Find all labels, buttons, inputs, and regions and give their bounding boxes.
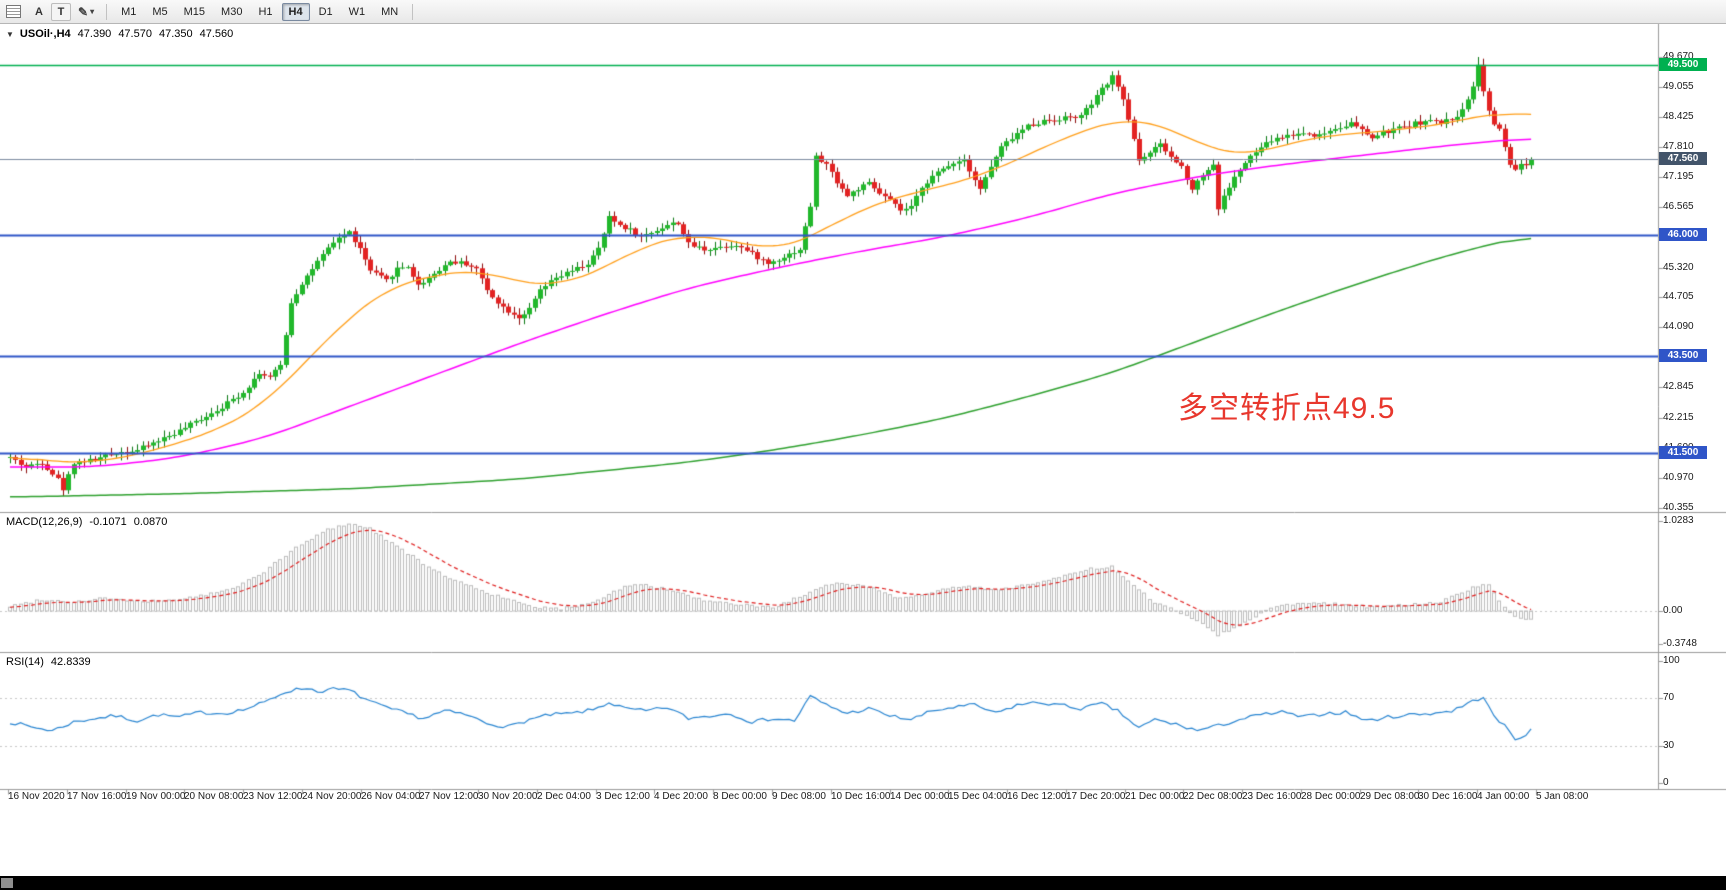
timeframe-h1[interactable]: H1: [251, 3, 279, 21]
macd-signal-value: 0.0870: [133, 516, 168, 528]
timeframe-w1[interactable]: W1: [342, 3, 373, 21]
scrollbar-handle[interactable]: [1, 878, 13, 888]
macd-value: -0.1071: [89, 516, 127, 528]
rsi-value: 42.8339: [50, 656, 91, 668]
chart-title: ▼ USOil·,H4 47.390 47.570 47.350 47.560: [6, 28, 233, 40]
toolbar-separator: [412, 3, 414, 20]
toolbar: A T ✎ ▾ M1 M5 M15 M30 H1 H4 D1 W1 MN: [0, 0, 1726, 24]
pencil-icon: ✎: [78, 4, 89, 19]
macd-label: MACD(12,26,9) -0.1071 0.0870: [6, 516, 167, 528]
ohlc-low: 47.350: [158, 28, 193, 40]
timeframe-m1[interactable]: M1: [114, 3, 143, 21]
chevron-down-icon: ▾: [90, 6, 95, 16]
rsi-label: RSI(14) 42.8339: [6, 656, 91, 668]
macd-name: MACD(12,26,9): [6, 516, 83, 528]
chart-annotation: 多空转折点49.5: [1178, 392, 1396, 425]
toolbar-separator: [106, 3, 108, 20]
collapse-triangle-icon[interactable]: ▼: [6, 29, 14, 39]
timeframe-m30[interactable]: M30: [214, 3, 249, 21]
ohlc-high: 47.570: [118, 28, 152, 40]
ohlc-open: 47.390: [77, 28, 112, 40]
chart-canvas[interactable]: [0, 24, 1726, 890]
timeframe-m5[interactable]: M5: [145, 3, 174, 21]
horizontal-scrollbar[interactable]: [0, 876, 1726, 890]
timeframe-h4[interactable]: H4: [281, 2, 310, 21]
timeframe-mn[interactable]: MN: [374, 3, 405, 21]
ohlc-close: 47.560: [199, 28, 234, 40]
timeframe-m15[interactable]: M15: [177, 3, 212, 21]
text-tool-button[interactable]: T: [51, 2, 71, 21]
symbol-label: USOil·,H4: [19, 28, 71, 40]
timeframe-d1[interactable]: D1: [312, 3, 340, 21]
timeframe-group: M1 M5 M15 M30 H1 H4 D1 W1 MN: [113, 2, 406, 21]
arrow-tool-button[interactable]: A: [29, 3, 49, 21]
chart-grid-icon[interactable]: [6, 5, 21, 18]
rsi-name: RSI(14): [6, 656, 44, 668]
color-tool-button[interactable]: ✎ ▾: [73, 3, 99, 21]
